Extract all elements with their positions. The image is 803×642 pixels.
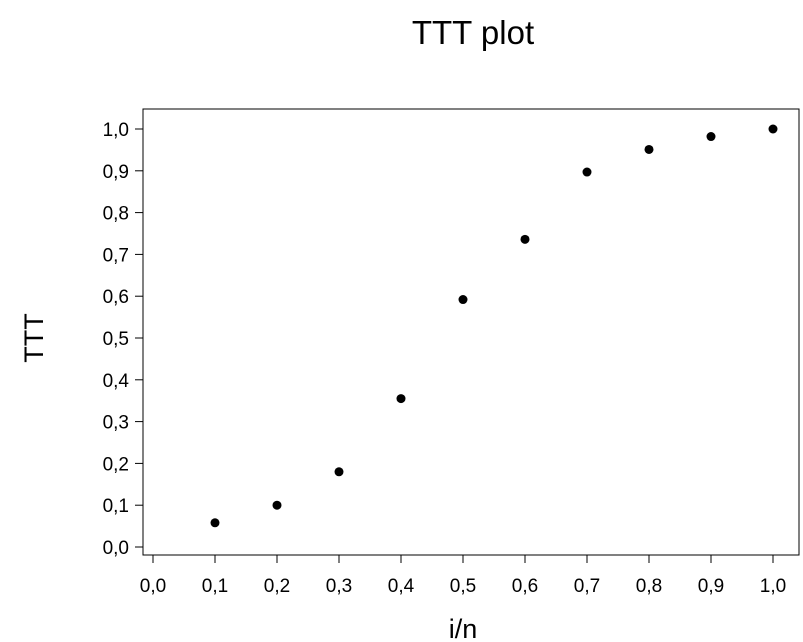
x-tick-label: 0,4	[388, 576, 415, 597]
data-point	[396, 394, 406, 404]
data-point	[768, 124, 778, 134]
x-tick-label: 0,1	[202, 576, 228, 597]
x-tick-label: 0,7	[574, 576, 600, 597]
data-point	[582, 167, 592, 177]
x-tick-label: 0,9	[698, 576, 724, 597]
x-tick-label: 0,6	[512, 576, 538, 597]
data-point	[458, 295, 468, 305]
y-tick-label: 0,6	[103, 287, 129, 308]
data-point	[210, 518, 220, 528]
y-tick-label: 0,8	[103, 204, 129, 225]
y-tick-label: 0,1	[103, 496, 129, 517]
x-tick-label: 0,8	[636, 576, 662, 597]
y-tick-label: 0,7	[103, 245, 129, 266]
y-tick-label: 0,9	[103, 162, 129, 183]
data-point	[520, 234, 530, 244]
x-tick-label: 0,5	[450, 576, 476, 597]
x-tick-label: 0,3	[326, 576, 352, 597]
y-tick-label: 0,4	[103, 371, 130, 392]
y-tick-label: 0,0	[103, 538, 129, 559]
plot-area-frame	[142, 108, 800, 556]
y-tick-label: 0,3	[103, 413, 129, 434]
data-points	[210, 124, 778, 528]
y-tick-label: 0,2	[103, 454, 129, 475]
x-tick-label: 0,0	[140, 576, 166, 597]
x-axis-label: i/n	[449, 614, 478, 642]
x-axis-ticks: 0,0 0,1 0,2 0,3 0,4 0,5 0,6 0,7 0,8 0,9 1,0	[140, 555, 786, 597]
x-tick-label: 0,2	[264, 576, 290, 597]
x-tick-label: 1,0	[760, 576, 786, 597]
y-axis-label: TTT	[19, 313, 49, 362]
chart-title: TTT plot	[412, 14, 534, 51]
data-point	[644, 144, 654, 154]
y-axis-ticks: 0,0 0,1 0,2 0,3 0,4 0,5 0,6 0,7 0,8 0,9 1,0	[103, 120, 143, 559]
data-point	[706, 132, 716, 142]
data-point	[272, 500, 282, 510]
data-point	[334, 467, 344, 477]
y-tick-label: 1,0	[103, 120, 129, 141]
y-tick-label: 0,5	[103, 329, 129, 350]
